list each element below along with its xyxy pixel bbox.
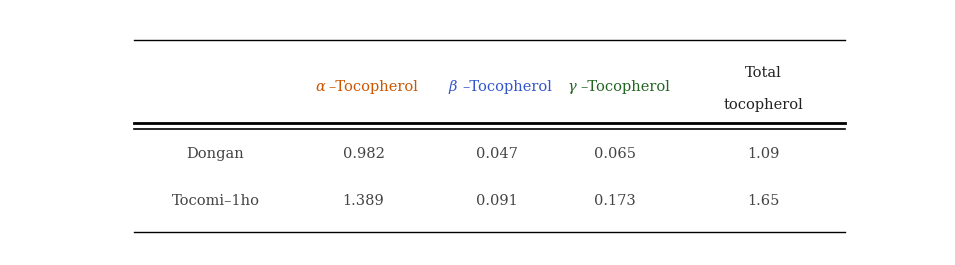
Text: 0.982: 0.982 (343, 147, 385, 161)
Text: β: β (449, 80, 457, 94)
Text: –Tocopherol: –Tocopherol (462, 80, 552, 94)
Text: Tocomi–1ho: Tocomi–1ho (172, 194, 260, 208)
Text: Dongan: Dongan (187, 147, 244, 161)
Text: γ: γ (567, 80, 576, 94)
Text: 0.047: 0.047 (476, 147, 518, 161)
Text: 1.389: 1.389 (343, 194, 385, 208)
Text: 1.65: 1.65 (747, 194, 779, 208)
Text: –Tocopherol: –Tocopherol (581, 80, 670, 94)
Text: –Tocopherol: –Tocopherol (329, 80, 418, 94)
Text: Total: Total (745, 66, 781, 80)
Text: 0.065: 0.065 (594, 147, 636, 161)
Text: 1.09: 1.09 (747, 147, 779, 161)
Text: 0.173: 0.173 (594, 194, 636, 208)
Text: tocopherol: tocopherol (723, 98, 803, 112)
Text: 0.091: 0.091 (476, 194, 518, 208)
Text: α: α (315, 80, 326, 94)
